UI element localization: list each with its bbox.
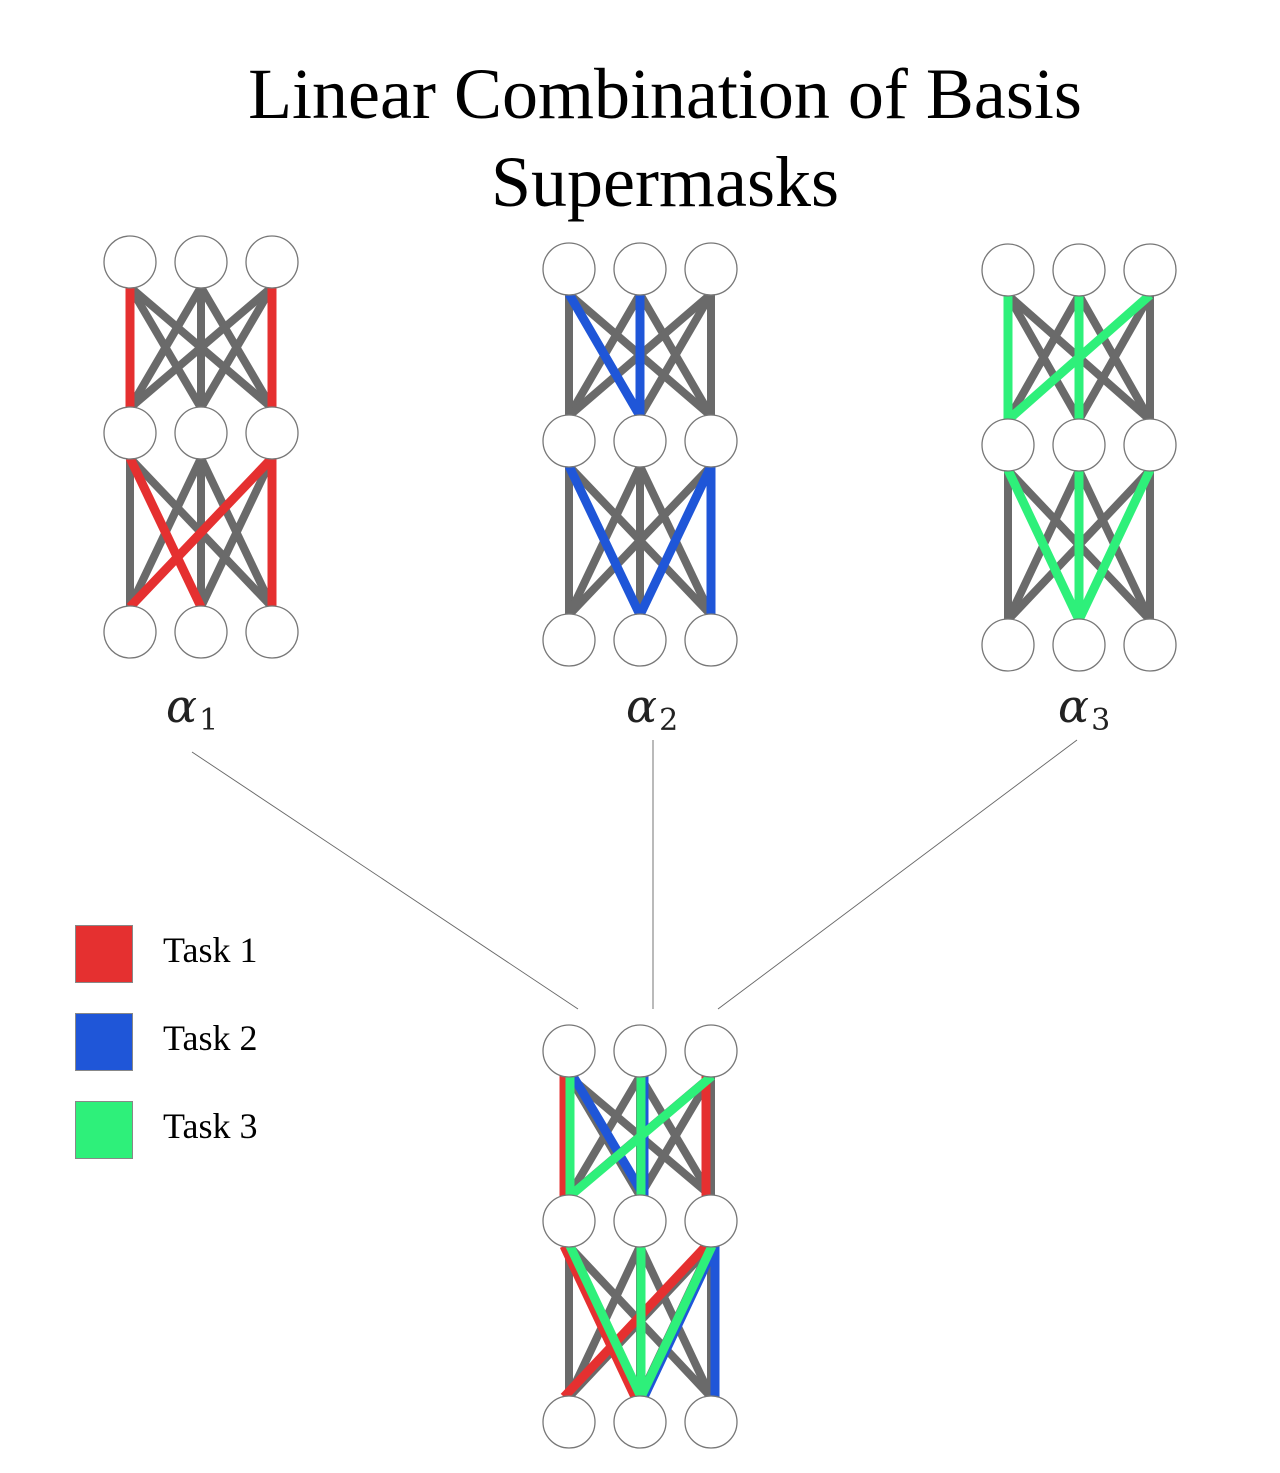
neuron-node bbox=[542, 414, 596, 468]
neuron-node bbox=[684, 613, 738, 667]
edge-task-3 bbox=[1003, 468, 1084, 622]
neuron-node bbox=[613, 1194, 667, 1248]
network-basis-2 bbox=[542, 242, 738, 667]
neuron-node bbox=[542, 1024, 596, 1078]
neuron-node bbox=[613, 242, 667, 296]
neuron-node bbox=[174, 406, 228, 460]
edge-task-2 bbox=[565, 291, 644, 419]
edge-base bbox=[1075, 293, 1154, 422]
edge-base bbox=[197, 456, 276, 609]
neuron-node bbox=[542, 1194, 596, 1248]
edge-task-3 bbox=[1005, 291, 1153, 424]
neuron-node bbox=[1052, 418, 1106, 472]
edge-task-3 bbox=[565, 1244, 646, 1399]
edge-base bbox=[127, 283, 275, 412]
diagram-title: Linear Combination of Basis Supermasks bbox=[0, 50, 1280, 226]
neuron-node bbox=[684, 1024, 738, 1078]
neuron-node bbox=[1123, 243, 1177, 297]
edge-task-3 bbox=[636, 1244, 717, 1399]
neuron-node bbox=[613, 613, 667, 667]
legend-label-task-2: Task 2 bbox=[163, 1018, 258, 1058]
neuron-node bbox=[245, 406, 299, 460]
network-combined bbox=[542, 1024, 738, 1449]
neuron-node bbox=[542, 613, 596, 667]
edge-task-3 bbox=[1074, 468, 1155, 622]
edge-task-1 bbox=[560, 1242, 710, 1401]
neuron-node bbox=[684, 1194, 738, 1248]
coefficient-alpha-1: α1 bbox=[166, 679, 218, 738]
neuron-node bbox=[1123, 618, 1177, 672]
legend-swatch-task-2 bbox=[75, 1013, 133, 1071]
neuron-node bbox=[684, 1395, 738, 1449]
neuron-node bbox=[613, 414, 667, 468]
edge-base bbox=[636, 1073, 715, 1199]
edge-base bbox=[1004, 293, 1083, 422]
connector-line-3 bbox=[717, 739, 1078, 1010]
neuron-node bbox=[103, 406, 157, 460]
edge-task-2 bbox=[635, 464, 716, 617]
edge-task-2 bbox=[569, 1073, 648, 1199]
edge-task-1 bbox=[125, 456, 206, 609]
legend-label-task-1: Task 1 bbox=[163, 930, 258, 970]
combination-connectors bbox=[191, 739, 1078, 1010]
network-basis-3 bbox=[981, 243, 1177, 672]
coefficient-labels: α1 α2 α3 bbox=[166, 679, 1110, 738]
neuron-node bbox=[613, 1024, 667, 1078]
networks bbox=[103, 235, 1177, 1449]
connector-line-1 bbox=[191, 751, 579, 1010]
edge-base bbox=[636, 291, 715, 419]
neuron-node bbox=[174, 605, 228, 659]
neuron-node bbox=[981, 418, 1035, 472]
edge-base bbox=[126, 284, 205, 411]
title-line-1: Linear Combination of Basis bbox=[248, 54, 1082, 134]
edge-task-2 bbox=[564, 464, 645, 617]
legend-swatch-task-1 bbox=[75, 925, 133, 983]
neuron-node bbox=[1052, 243, 1106, 297]
neuron-node bbox=[542, 1395, 596, 1449]
neuron-node bbox=[245, 235, 299, 289]
legend-label-task-3: Task 3 bbox=[163, 1106, 258, 1146]
coefficient-alpha-2: α2 bbox=[626, 679, 678, 738]
neuron-node bbox=[103, 235, 157, 289]
legend-swatch-task-3 bbox=[75, 1101, 133, 1159]
edge-task-1 bbox=[126, 454, 276, 611]
neuron-node bbox=[981, 243, 1035, 297]
network-basis-1 bbox=[103, 235, 299, 659]
neuron-node bbox=[1052, 618, 1106, 672]
neuron-node bbox=[174, 235, 228, 289]
neuron-node bbox=[1123, 418, 1177, 472]
coefficient-alpha-3: α3 bbox=[1058, 679, 1110, 738]
neuron-node bbox=[684, 242, 738, 296]
title-line-2: Supermasks bbox=[491, 142, 839, 222]
neuron-node bbox=[613, 1395, 667, 1449]
neuron-node bbox=[542, 242, 596, 296]
edge-task-3 bbox=[567, 1072, 715, 1200]
neuron-node bbox=[981, 618, 1035, 672]
edge-base bbox=[566, 463, 714, 618]
neuron-node bbox=[684, 414, 738, 468]
edge-base bbox=[197, 284, 276, 411]
neuron-node bbox=[245, 605, 299, 659]
neuron-node bbox=[103, 605, 157, 659]
edge-task-1 bbox=[559, 1244, 640, 1399]
